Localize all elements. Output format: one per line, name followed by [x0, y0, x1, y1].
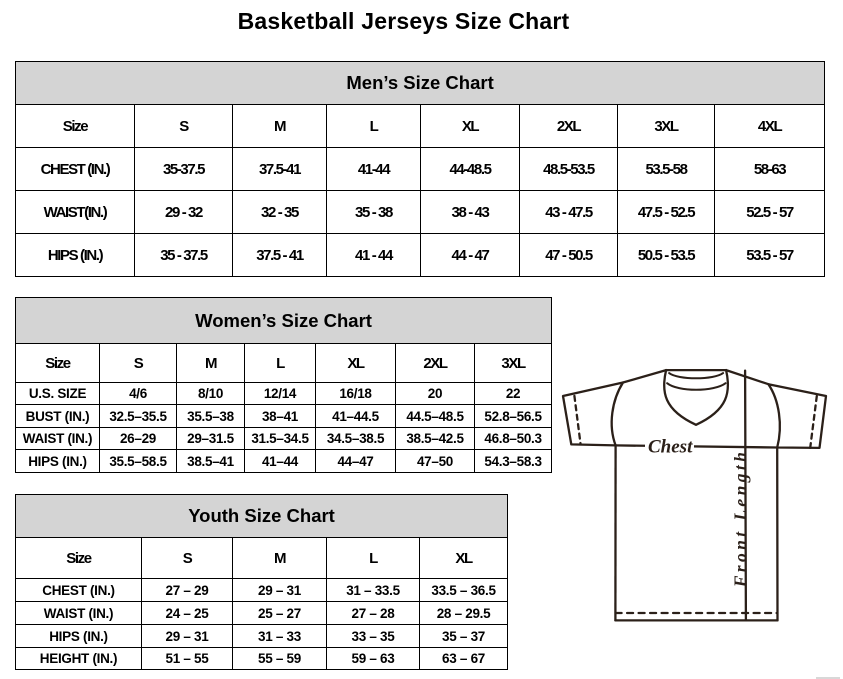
svg-text:Front Length: Front Length	[731, 449, 751, 589]
svg-text:Chest: Chest	[648, 437, 693, 458]
